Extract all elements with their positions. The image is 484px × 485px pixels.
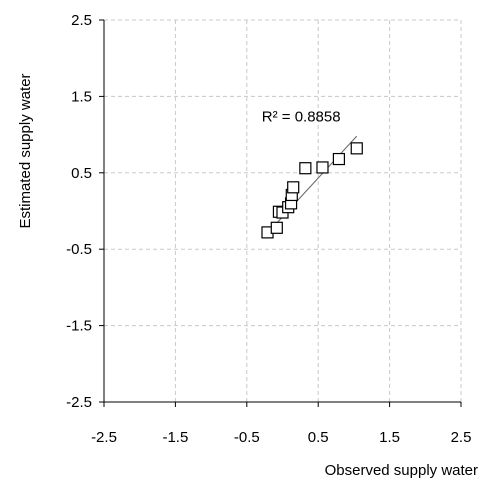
r-squared-annotation: R² = 0.8858 — [262, 109, 341, 126]
data-point — [287, 181, 300, 194]
grid-lines — [104, 19, 462, 402]
x-tick-label: -2.5 — [91, 429, 117, 446]
y-tick-label: 2.5 — [71, 12, 92, 29]
axes — [103, 20, 461, 403]
y-tick-label: -0.5 — [66, 241, 92, 258]
x-tick-label: 2.5 — [451, 429, 472, 446]
x-tick-label: -0.5 — [234, 429, 260, 446]
x-tick-label: -1.5 — [162, 429, 188, 446]
y-tick-label: -2.5 — [66, 394, 92, 411]
x-tick-label: 0.5 — [308, 429, 329, 446]
data-point — [299, 162, 312, 175]
y-tick-label: -1.5 — [66, 318, 92, 335]
y-tick-label: 1.5 — [71, 88, 92, 105]
x-axis-label: Observed supply water — [325, 462, 478, 479]
data-point — [332, 152, 346, 166]
tick-labels: -2.5 -1.5 -0.5 0.5 1.5 2.5 -2.5 -1.5 -0.5 0.5 1.5 2… — [66, 12, 471, 446]
y-axis-label: Estimated supply water — [17, 73, 34, 228]
data-points — [261, 142, 363, 239]
y-tick-label: 0.5 — [71, 165, 92, 182]
data-point — [350, 142, 363, 155]
data-point — [270, 221, 283, 234]
data-point — [316, 161, 329, 174]
x-tick-label: 1.5 — [379, 429, 400, 446]
tick-marks — [99, 19, 462, 407]
